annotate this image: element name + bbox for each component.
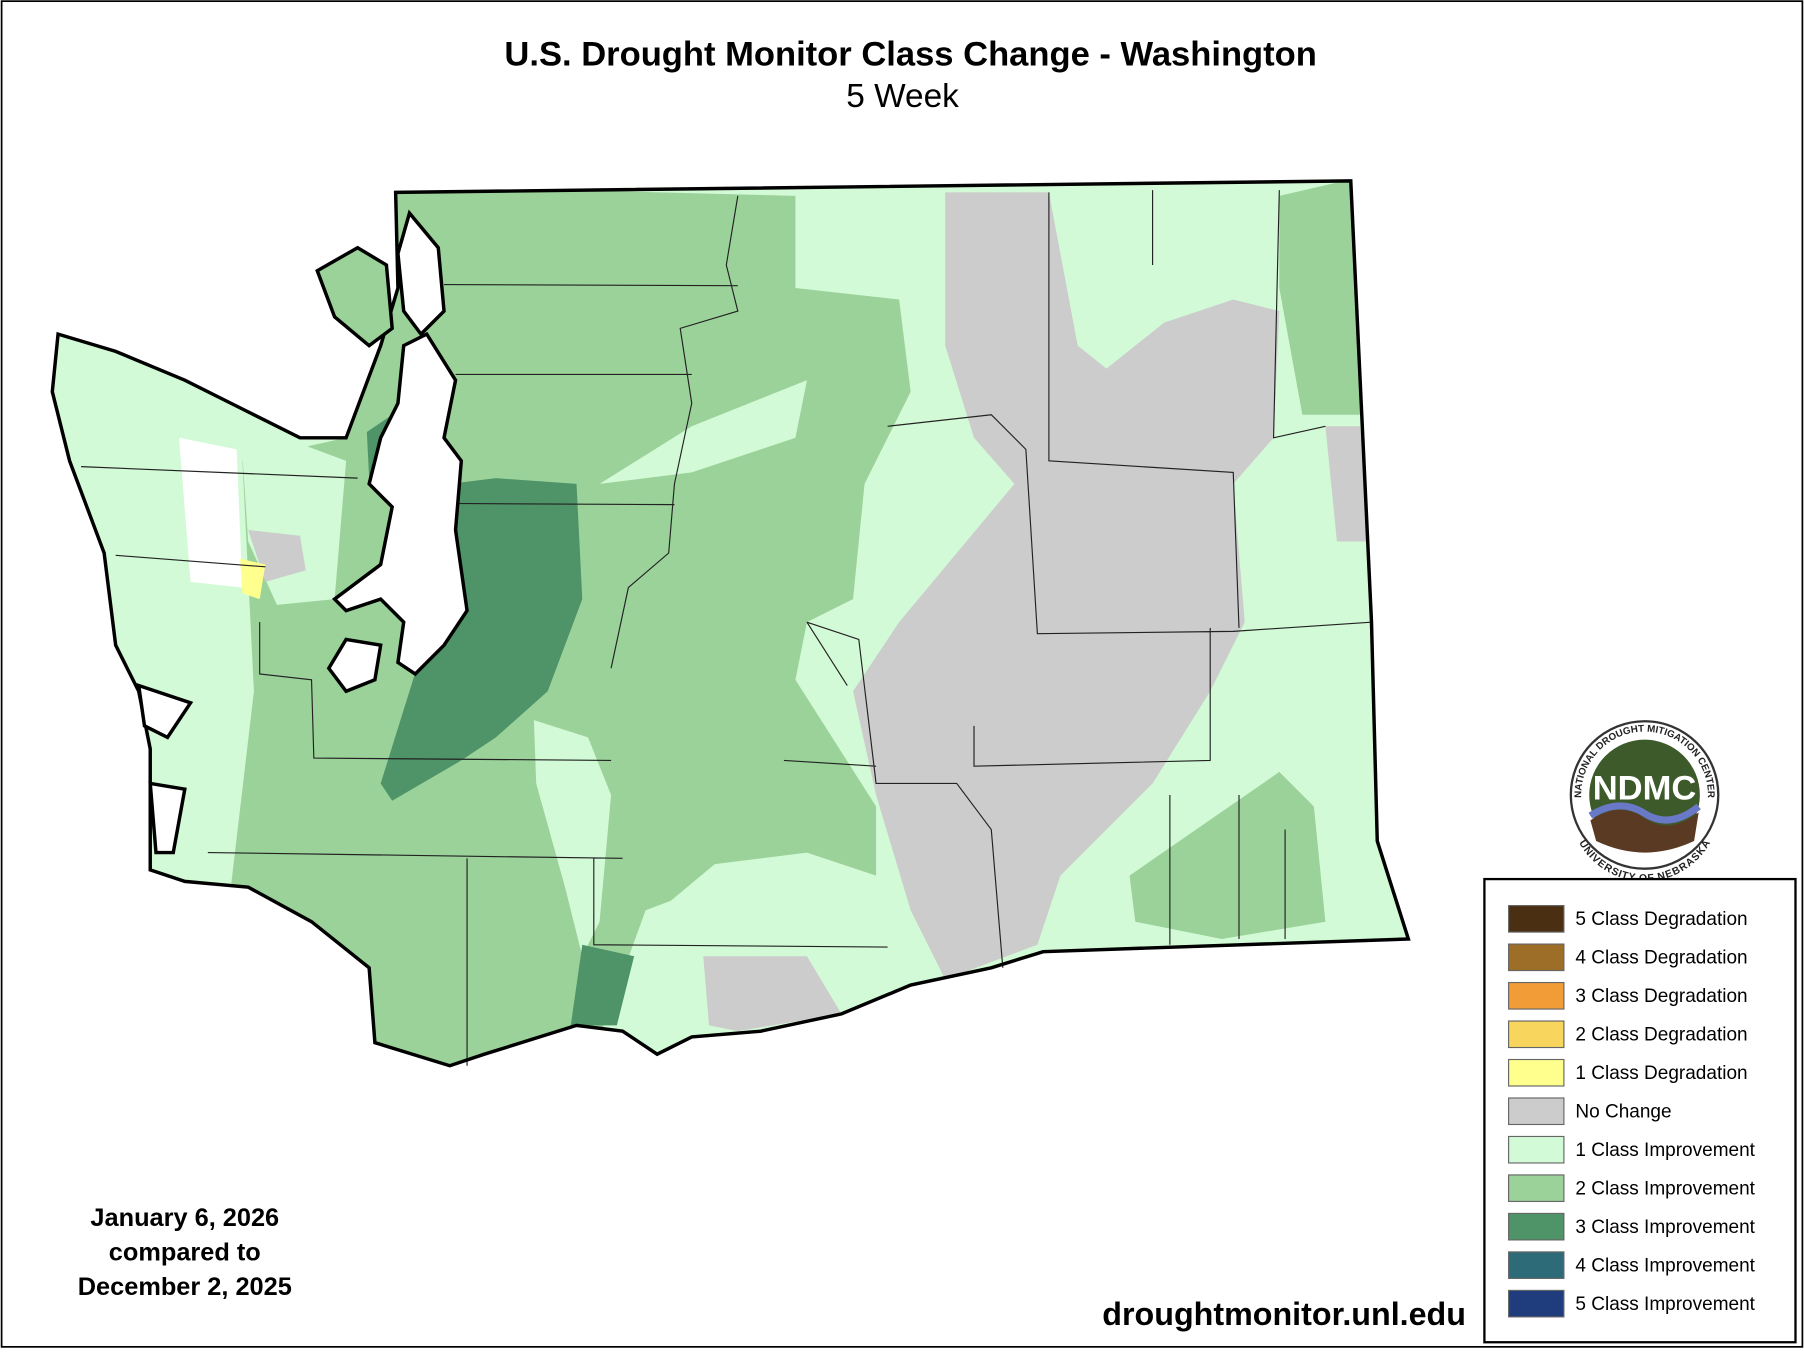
ndmc-logo: NDMC NATIONAL DROUGHT MITIGATION CENTER … — [1569, 720, 1720, 884]
legend-label: 4 Class Degradation — [1575, 948, 1747, 969]
drought-region — [703, 956, 842, 1032]
legend-swatch — [1508, 1174, 1565, 1203]
legend-swatch — [1508, 981, 1565, 1010]
legend-swatch — [1508, 1251, 1565, 1279]
date-block: January 6, 2026 compared to December 2, … — [78, 1204, 292, 1301]
map-title: U.S. Drought Monitor Class Change - Wash… — [504, 36, 1316, 74]
legend-label: 3 Class Improvement — [1575, 1217, 1755, 1238]
legend-label: 4 Class Improvement — [1575, 1255, 1755, 1276]
date-line: January 6, 2026 — [90, 1204, 279, 1232]
legend-label: 3 Class Degradation — [1575, 986, 1747, 1007]
source-url: droughtmonitor.unl.edu — [1102, 1296, 1466, 1332]
legend-swatch — [1508, 943, 1565, 972]
map-subtitle: 5 Week — [846, 78, 959, 115]
drought-region — [1129, 771, 1326, 939]
date-line: compared to — [109, 1238, 261, 1266]
legend-swatch — [1508, 1058, 1565, 1087]
legend-label: 2 Class Improvement — [1575, 1179, 1755, 1200]
legend-label: 1 Class Improvement — [1575, 1140, 1755, 1161]
logo-abbr: NDMC — [1593, 770, 1697, 808]
drought-region — [533, 720, 612, 957]
drought-region — [380, 478, 583, 801]
drought-region — [645, 852, 888, 968]
legend-label: 5 Class Improvement — [1575, 1294, 1755, 1315]
legend-swatch — [1508, 1020, 1565, 1049]
date-line: December 2, 2025 — [78, 1273, 292, 1301]
drought-region — [853, 192, 1280, 980]
county-lines — [81, 190, 1372, 1066]
legend-label: 5 Class Degradation — [1575, 909, 1747, 930]
legend-swatch — [1508, 1212, 1565, 1241]
drought-region — [240, 558, 266, 600]
logo-water — [1588, 802, 1701, 824]
drought-region — [570, 944, 635, 1026]
legend-swatch — [1508, 1097, 1565, 1126]
legend-swatch — [1508, 905, 1565, 933]
logo-earth — [1590, 809, 1699, 853]
legend-swatch — [1508, 1289, 1565, 1318]
legend-swatch — [1508, 1135, 1565, 1164]
legend-label: No Change — [1575, 1102, 1671, 1123]
puget-sound-water — [136, 209, 469, 855]
drought-region — [1279, 180, 1360, 415]
drought-region — [179, 437, 243, 588]
drought-region — [1325, 426, 1372, 542]
legend-label: 2 Class Degradation — [1575, 1025, 1747, 1046]
legend-label: 1 Class Degradation — [1575, 1063, 1747, 1084]
legend: 5 Class Degradation 4 Class Degradation 3 … — [1508, 905, 1756, 1318]
drought-region — [599, 380, 807, 484]
